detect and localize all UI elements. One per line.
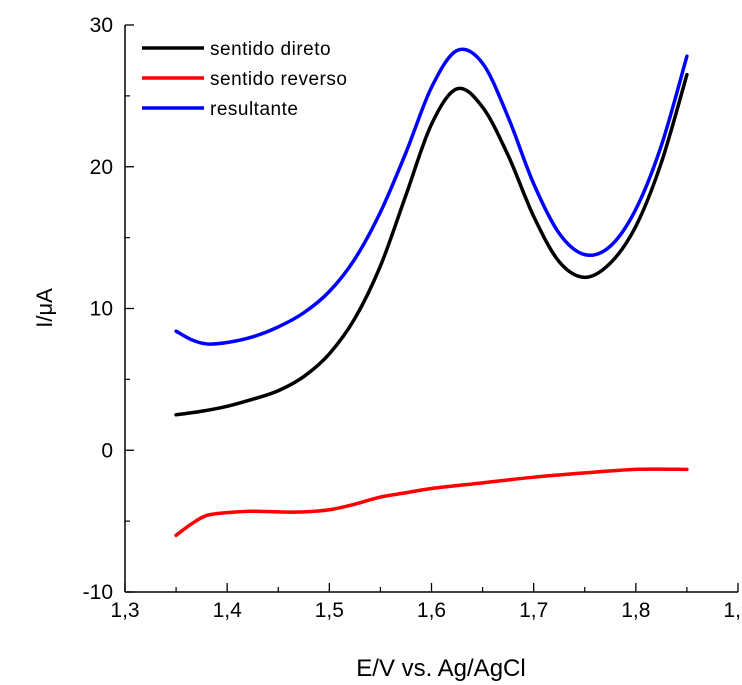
y-tick-label: 30 <box>90 14 113 37</box>
legend-label-sentido-reverso: sentido reverso <box>210 69 347 90</box>
y-tick-label: 10 <box>90 298 113 321</box>
x-tick-label: 1,9 <box>723 599 742 622</box>
x-axis-title: E/V vs. Ag/AgCl <box>356 655 525 682</box>
x-tick-label: 1,3 <box>110 599 139 622</box>
x-tick-label: 1,5 <box>315 599 344 622</box>
x-tick-label: 1,4 <box>213 599 243 622</box>
y-tick-label: 20 <box>90 156 113 179</box>
series-line-sentido-reverso <box>174 467 689 538</box>
legend: sentido direto sentido reverso resultante <box>142 39 347 120</box>
legend-label-sentido-direto: sentido direto <box>210 39 331 60</box>
axes: 1,3 1,4 1,5 1,6 1,7 1,8 1,9 -10 0 10 20 30 <box>83 14 742 622</box>
x-tick-label: 1,6 <box>417 599 446 622</box>
series-lines <box>174 47 689 538</box>
x-tick-label: 1,8 <box>621 599 650 622</box>
x-tick-label: 1,7 <box>519 599 548 622</box>
y-tick-label: -10 <box>83 581 113 604</box>
y-axis-title: I/μA <box>32 288 57 328</box>
legend-label-resultante: resultante <box>210 99 298 120</box>
series-line-resultante <box>174 47 689 346</box>
y-tick-label: 0 <box>101 439 113 462</box>
series-line-sentido-direto <box>174 72 689 417</box>
